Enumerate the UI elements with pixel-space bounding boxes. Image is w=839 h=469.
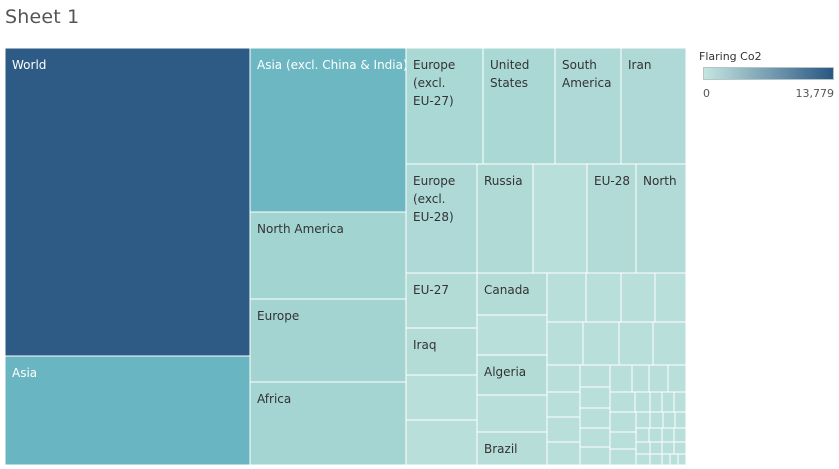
treemap-tile[interactable] [649, 411, 664, 429]
treemap-tile-iraq[interactable] [405, 327, 478, 376]
treemap-tile[interactable] [648, 364, 669, 393]
treemap-tile[interactable] [579, 446, 611, 466]
treemap-tile[interactable] [405, 419, 478, 466]
treemap-tile[interactable] [635, 427, 650, 443]
treemap-tile[interactable] [532, 163, 588, 274]
treemap-tile[interactable] [661, 453, 671, 466]
treemap-label: Russia [484, 174, 523, 188]
treemap-label: North America [257, 222, 344, 236]
treemap-tile-europe-excl-eu-28-[interactable] [405, 163, 478, 274]
treemap-tile[interactable] [546, 321, 584, 366]
treemap-tile[interactable] [648, 427, 663, 443]
treemap-tile[interactable] [582, 321, 620, 366]
treemap-tile[interactable] [673, 441, 687, 455]
treemap-label: EU-27 [413, 283, 449, 297]
treemap-label: EU-28 [594, 174, 630, 188]
treemap-tile[interactable] [661, 391, 675, 413]
treemap-tile[interactable] [546, 441, 581, 466]
treemap-tile-north-america[interactable] [249, 211, 407, 300]
treemap-tile[interactable] [609, 364, 633, 393]
treemap-label: Iraq [413, 338, 436, 352]
treemap-tile-russia[interactable] [476, 163, 534, 274]
treemap-label: Canada [484, 283, 530, 297]
treemap-tile-algeria[interactable] [476, 354, 548, 396]
treemap-tile[interactable] [476, 314, 548, 356]
treemap-tile[interactable] [579, 427, 611, 448]
treemap-tile[interactable] [649, 453, 663, 466]
treemap-tile[interactable] [634, 391, 651, 413]
treemap-label: Europe [257, 309, 299, 323]
treemap-label: Asia (excl. China & India) [257, 58, 408, 72]
treemap-tile[interactable] [661, 441, 675, 455]
legend-max-label: 13,779 [795, 87, 835, 100]
treemap-tile-eu-28[interactable] [586, 163, 637, 274]
treemap-tile[interactable] [620, 272, 656, 323]
treemap-tile-world[interactable] [4, 47, 251, 357]
treemap-tile[interactable] [677, 453, 687, 466]
treemap-tile[interactable] [579, 386, 611, 409]
treemap-label: Africa [257, 392, 291, 406]
treemap-label: Algeria [484, 365, 526, 379]
treemap-tile[interactable] [662, 411, 676, 429]
treemap-tile[interactable] [579, 364, 611, 388]
treemap-label: World [12, 58, 46, 72]
treemap-tile[interactable] [631, 364, 650, 393]
treemap-tile-iran[interactable] [620, 47, 687, 165]
treemap-tile-europe-excl-eu-27-[interactable] [405, 47, 484, 165]
treemap-tile[interactable] [546, 364, 581, 393]
treemap-tile[interactable] [661, 427, 675, 443]
treemap-tile[interactable] [649, 441, 663, 455]
treemap-tile[interactable] [635, 411, 651, 429]
treemap-tile[interactable] [652, 321, 687, 366]
legend-title: Flaring Co2 [699, 50, 762, 63]
treemap-tile[interactable] [609, 431, 637, 450]
treemap-tile-asia[interactable] [4, 355, 251, 466]
treemap-tile[interactable] [635, 441, 651, 455]
treemap-label: United States [490, 58, 529, 90]
treemap-tile-asia-excl-china-india-[interactable] [249, 47, 407, 213]
treemap-label: Brazil [484, 442, 518, 456]
treemap-tile[interactable] [546, 391, 581, 418]
treemap-tile[interactable] [635, 453, 651, 466]
treemap-tile[interactable] [609, 448, 637, 466]
treemap-tile[interactable] [667, 364, 687, 393]
treemap-label: South America [562, 58, 612, 90]
legend-min-label: 0 [703, 87, 710, 100]
treemap-label: Europe (excl. EU-27) [413, 58, 455, 108]
treemap-tile[interactable] [405, 374, 478, 421]
treemap-tile[interactable] [546, 272, 587, 323]
treemap-tile[interactable] [649, 391, 663, 413]
treemap-tile[interactable] [585, 272, 622, 323]
treemap-tile-africa[interactable] [249, 381, 407, 466]
treemap-label: Asia [12, 366, 37, 380]
treemap-tile[interactable] [546, 416, 581, 443]
treemap-tile[interactable] [609, 411, 637, 433]
treemap-tile[interactable] [609, 391, 636, 413]
treemap-tile-north[interactable] [635, 163, 687, 274]
treemap-tile[interactable] [674, 411, 687, 429]
treemap-tile[interactable] [579, 407, 611, 429]
treemap-tile[interactable] [673, 427, 687, 443]
treemap-tile[interactable] [476, 394, 548, 433]
treemap-tile-eu-27[interactable] [405, 272, 478, 329]
treemap-tile[interactable] [618, 321, 654, 366]
legend-color-bar [703, 67, 834, 80]
treemap-label: North [643, 174, 677, 188]
treemap-tile[interactable] [669, 453, 679, 466]
treemap-tile-canada[interactable] [476, 272, 548, 316]
treemap-label: Iran [628, 58, 651, 72]
treemap-tile-europe[interactable] [249, 298, 407, 383]
treemap-tile[interactable] [654, 272, 687, 323]
treemap-tile-brazil[interactable] [476, 431, 548, 466]
treemap-label: Europe (excl. EU-28) [413, 174, 455, 224]
treemap-tile[interactable] [673, 391, 687, 413]
sheet-title: Sheet 1 [5, 6, 80, 28]
